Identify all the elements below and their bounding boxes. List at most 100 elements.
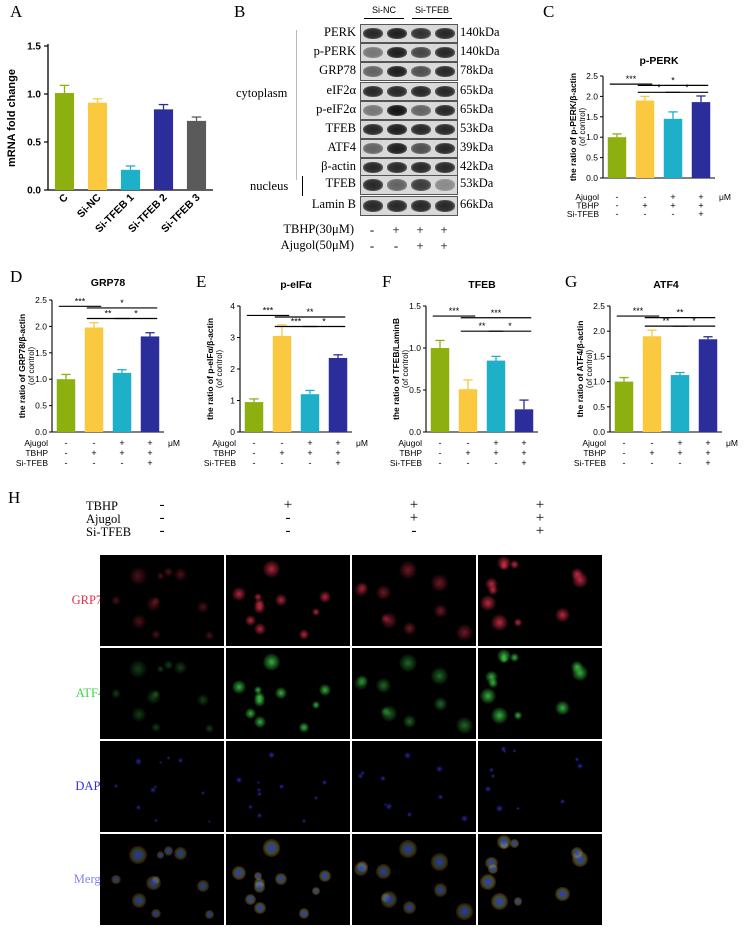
- cell: [510, 560, 519, 570]
- condition-label: TBHP: [213, 448, 236, 458]
- cell: [253, 716, 266, 729]
- micro-row-label: GRP78: [71, 592, 109, 607]
- condition-mark: -: [616, 209, 619, 219]
- micro-tile: [352, 834, 476, 925]
- cell: [131, 707, 146, 722]
- bar: [120, 169, 141, 190]
- cell: [383, 803, 388, 807]
- y-tick-label: 2.0: [593, 326, 605, 336]
- cell: [480, 874, 497, 891]
- cell: [263, 839, 281, 857]
- blot-band: [411, 66, 431, 78]
- blot-band: [387, 47, 407, 59]
- y-tick-label: 3: [230, 333, 235, 343]
- condition-mark: +: [307, 448, 312, 458]
- significance-label: ***: [626, 74, 637, 84]
- bar: [153, 109, 174, 190]
- y-tick-label: 1.0: [593, 377, 605, 387]
- cell: [555, 608, 570, 623]
- micro-tile: [226, 648, 350, 739]
- condition-mark: -: [281, 438, 284, 448]
- cell: [245, 615, 257, 627]
- bar: [514, 409, 534, 432]
- condition-mark: -: [65, 458, 68, 468]
- condition-mark: +: [677, 448, 682, 458]
- significance-label: *: [692, 316, 696, 326]
- micro-condition-mark: +: [535, 497, 545, 513]
- cell: [253, 881, 266, 893]
- bar: [670, 375, 690, 432]
- y-tick-label: 1.0: [27, 90, 41, 101]
- cell: [402, 621, 417, 636]
- cell: [380, 891, 398, 908]
- blot-condition-mark: +: [416, 238, 424, 253]
- significance-label: *: [657, 82, 661, 92]
- blot-band: [363, 66, 383, 78]
- condition-mark: +: [119, 438, 124, 448]
- condition-label: TBHP: [583, 448, 606, 458]
- blot-band: [363, 124, 383, 135]
- cell: [402, 900, 417, 915]
- micro-tile: [352, 741, 476, 832]
- cell: [456, 624, 473, 641]
- condition-label: Ajugol: [582, 438, 606, 448]
- immunofluorescence-panel: TBHP - + + + Ajugol - - + + Si-TFEB - - - + GRP78 ATF4 DA…: [0, 495, 747, 944]
- blot-kda-label: 65kDa: [460, 82, 494, 97]
- condition-mark: -: [281, 458, 284, 468]
- micro-tile: [100, 741, 224, 832]
- blot-kda-label: 140kDa: [460, 44, 500, 59]
- condition-mark: +: [307, 438, 312, 448]
- bar: [54, 93, 75, 190]
- significance-label: ***: [449, 306, 460, 316]
- cell: [207, 820, 212, 824]
- condition-label: Si-TFEB: [567, 209, 599, 219]
- cell: [231, 586, 247, 602]
- cell: [245, 708, 257, 720]
- y-tick-label: 1.5: [593, 351, 605, 361]
- blot-band: [363, 143, 383, 155]
- cell: [131, 614, 146, 629]
- cell: [156, 665, 165, 674]
- cell: [516, 806, 520, 810]
- nucleus-bracket: [302, 176, 303, 196]
- blot-kda-label: 53kDa: [460, 121, 494, 135]
- cell: [129, 659, 148, 678]
- significance-label: *: [134, 308, 138, 318]
- cell: [200, 790, 206, 796]
- blot-kda-label: 39kDa: [460, 140, 494, 155]
- blot-row-label: PERK: [324, 25, 356, 39]
- cell: [491, 614, 508, 631]
- blot-kda-label: 42kDa: [460, 159, 494, 174]
- micro-condition-mark: -: [159, 510, 165, 526]
- blot-row-label: eIF2α: [326, 82, 356, 97]
- cell: [248, 804, 253, 810]
- cell: [430, 667, 449, 685]
- cell: [488, 584, 498, 595]
- y-tick-label: 0: [230, 427, 235, 437]
- y-tick-label: 2.0: [586, 91, 598, 101]
- cell: [318, 683, 331, 696]
- micro-condition-mark: +: [409, 510, 419, 526]
- panel-letter-b: B: [234, 2, 246, 21]
- y-axis-label: the ratio of ATF4/β-actin: [575, 321, 585, 418]
- condition-mark: -: [495, 458, 498, 468]
- cell: [456, 717, 473, 734]
- significance-label: ***: [75, 296, 86, 306]
- micro-row-label: Merge: [73, 871, 107, 886]
- cell: [434, 697, 448, 711]
- cell: [257, 787, 262, 793]
- condition-unit: μM: [719, 192, 731, 202]
- cytoplasm-bracket: [296, 30, 297, 180]
- blot-kda-label: 53kDa: [460, 176, 494, 190]
- blot-strip: [360, 158, 458, 178]
- significance-label: ***: [491, 308, 502, 318]
- x-tick-label: Si-NC: [75, 191, 104, 220]
- cell: [438, 794, 444, 800]
- y-tick-label: 2.5: [586, 71, 598, 81]
- cell: [135, 804, 142, 811]
- blot-band: [387, 124, 407, 135]
- cell: [311, 700, 321, 710]
- cell: [353, 583, 368, 597]
- significance-label: ***: [633, 306, 644, 316]
